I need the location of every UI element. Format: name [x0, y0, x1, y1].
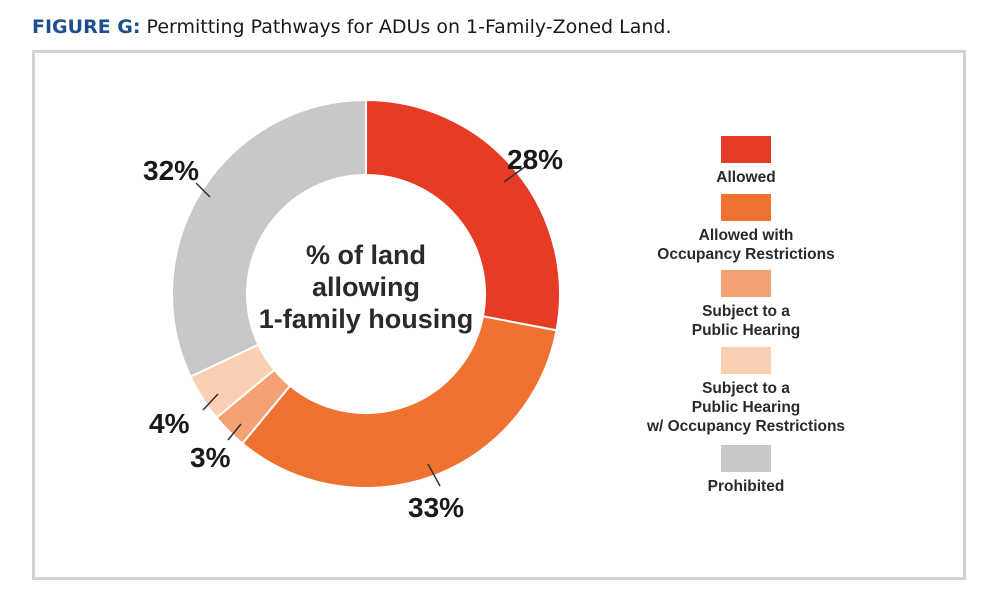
center-label-line-2: allowing [312, 272, 420, 302]
figure-title: FIGURE G: Permitting Pathways for ADUs o… [32, 16, 672, 38]
legend-swatch-allowed [721, 136, 771, 163]
leader-line-prohibited [195, 182, 211, 198]
legend-label-public-hearing-occupancy: Subject to a Public Hearing w/ Occupancy… [616, 379, 876, 436]
leader-line-allowed [503, 165, 527, 183]
legend-label-prohibited: Prohibited [616, 477, 876, 496]
donut-slice-allowed [365, 98, 561, 332]
legend-text: Prohibited [707, 478, 785, 495]
legend-swatch-public-hearing [721, 270, 771, 297]
chart-frame [32, 50, 966, 580]
value-label-allowed-occupancy: 33% [408, 492, 465, 523]
leader-line-public-hearing [227, 423, 242, 441]
legend-text: Allowed [716, 169, 776, 186]
legend-swatch-allowed-occupancy [721, 194, 771, 221]
legend-swatch-public-hearing-occupancy [721, 347, 771, 374]
center-label-line-3: 1-family housing [258, 304, 474, 334]
figure-caption: Permitting Pathways for ADUs on 1-Family… [146, 16, 672, 38]
legend-text: Occupancy Restrictions [657, 246, 835, 263]
donut-slice-prohibited [171, 98, 367, 378]
donut-slice-allowed-occupancy [240, 315, 558, 489]
legend-label-allowed: Allowed [616, 168, 876, 187]
legend-swatch-prohibited [721, 445, 771, 472]
legend-text: w/ Occupancy Restrictions [646, 418, 846, 435]
value-label-allowed: 28% [507, 144, 564, 175]
value-label-public-hearing-occupancy: 4% [149, 408, 190, 439]
legend-text: Subject to a [702, 303, 790, 320]
legend-text: Allowed with [698, 227, 794, 244]
legend-text: Public Hearing [691, 322, 801, 339]
figure-label: FIGURE G: [32, 16, 141, 38]
legend-label-allowed-occupancy: Allowed with Occupancy Restrictions [616, 226, 876, 264]
legend-label-public-hearing: Subject to a Public Hearing [616, 302, 876, 340]
center-label-line-1: % of land [306, 240, 426, 270]
legend-text: Subject to a [702, 380, 790, 397]
value-label-public-hearing: 3% [190, 442, 231, 473]
value-label-prohibited: 32% [143, 155, 200, 186]
leader-line-public-hearing-occupancy [202, 393, 219, 411]
legend-text: Public Hearing [691, 399, 801, 416]
leader-line-allowed-occupancy [427, 463, 441, 487]
